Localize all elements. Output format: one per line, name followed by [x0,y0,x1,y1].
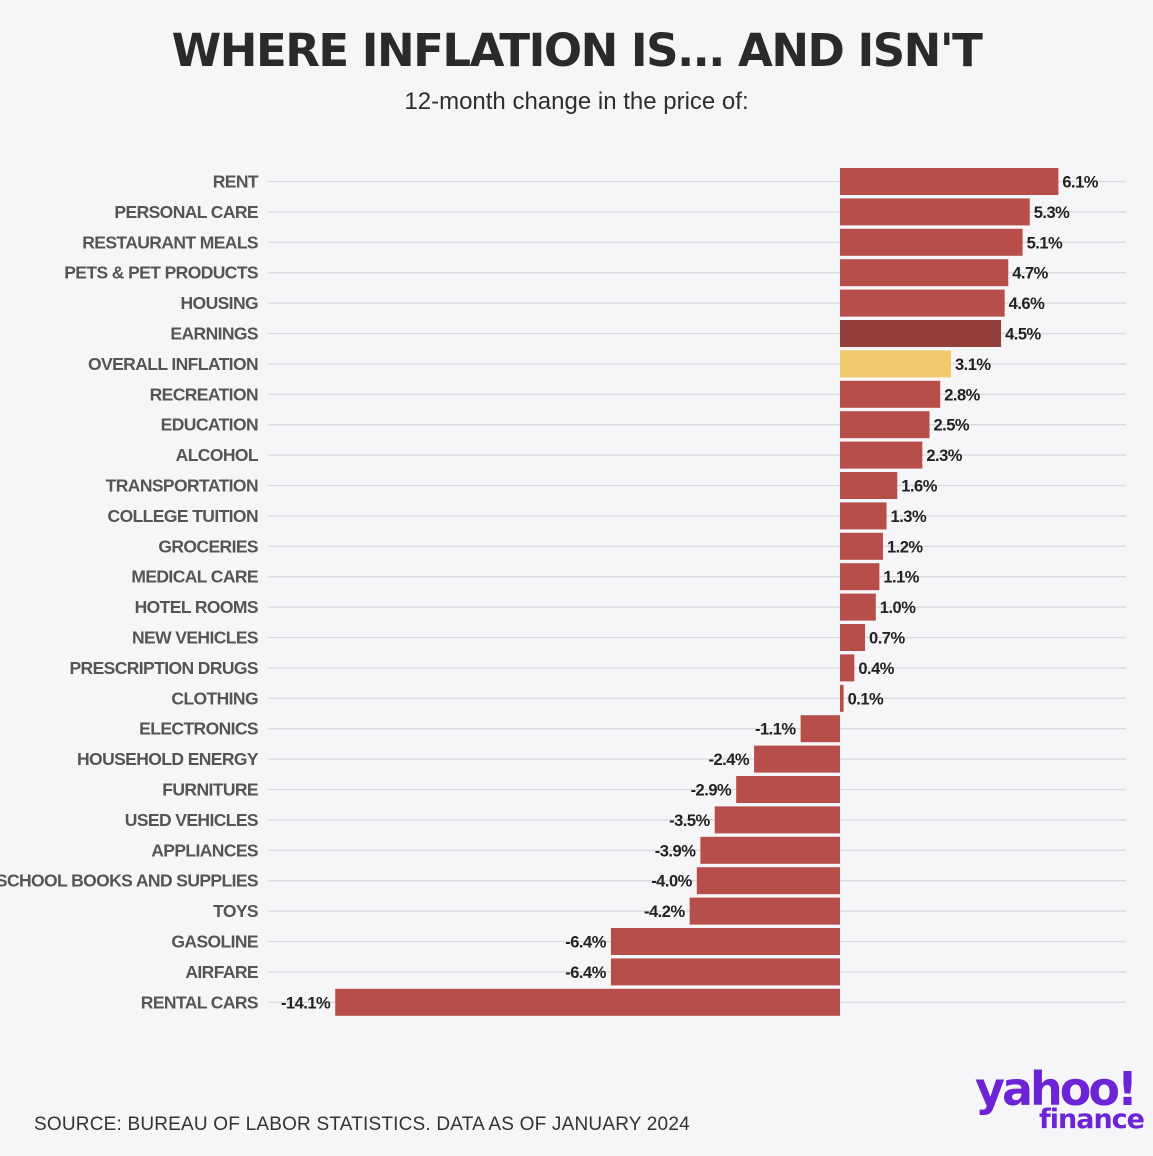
value-label-rent: 6.1% [1062,174,1098,192]
category-label-rental-cars: RENTAL CARS [141,992,258,1012]
bar-appliances [700,836,840,864]
category-label-rent: RENT [213,172,259,192]
value-label-appliances: -3.9% [655,842,696,860]
bar-rent [840,168,1059,195]
value-label-education: 2.5% [934,417,970,435]
category-label-hotel-rooms: HOTEL ROOMS [135,597,258,617]
category-label-household-energy: HOUSEHOLD ENERGY [77,749,259,769]
bar-used-vehicles [714,806,840,834]
category-label-college-tuition: COLLEGE TUITION [108,506,258,526]
category-label-earnings: EARNINGS [170,324,258,344]
category-label-new-vehicles: NEW VEHICLES [132,628,258,648]
bar-education [840,411,930,439]
bar-pets-and-pet-products [840,259,1009,287]
category-label-recreation: RECREATION [150,384,258,404]
bar-recreation [840,380,941,408]
value-label-rental-cars: -14.1% [281,994,331,1012]
value-label-new-vehicles: 0.7% [869,630,905,648]
category-label-restaurant-meals: RESTAURANT MEALS [82,232,258,252]
category-label-gasoline: GASOLINE [171,932,258,952]
source-note: SOURCE: BUREAU OF LABOR STATISTICS. DATA… [34,1114,690,1135]
category-label-school-books-and-supplies: SCHOOL BOOKS AND SUPPLIES [0,871,258,891]
value-label-medical-care: 1.1% [883,569,919,587]
category-label-education: EDUCATION [161,415,258,435]
yahoo-finance-logo: yahoo! finance [975,1066,1145,1146]
value-label-alcohol: 2.3% [926,447,962,465]
value-labels: 6.1% 5.3% 5.1% 4.7% 4.6% 4.5% 3.1% 2.8% 2.5% 2.3%… [281,174,1099,1013]
bar-gasoline [610,928,840,955]
chart-subtitle: 12-month change in the price of: [404,88,749,115]
value-label-groceries: 1.2% [887,538,923,556]
category-label-medical-care: MEDICAL CARE [131,567,258,587]
value-label-prescription-drugs: 0.4% [858,660,894,678]
bar-medical-care [840,563,880,591]
bar-alcohol [840,441,923,469]
value-label-toys: -4.2% [644,903,685,921]
value-label-hotel-rooms: 1.0% [880,599,916,617]
bar-school-books-and-supplies [696,867,840,895]
category-label-airfare: AIRFARE [185,962,258,982]
bar-personal-care [840,198,1030,226]
category-label-electronics: ELECTRONICS [139,719,258,739]
category-label-alcohol: ALCOHOL [176,445,259,465]
bar-hotel-rooms [840,593,876,621]
bar-rental-cars [335,988,840,1016]
category-label-used-vehicles: USED VEHICLES [125,810,258,830]
value-label-earnings: 4.5% [1005,326,1041,344]
bar-housing [840,289,1005,317]
bar-earnings [840,320,1002,347]
bar-prescription-drugs [840,654,855,682]
bar-chart: RENT PERSONAL CARE RESTAURANT MEALS PETS & … [0,168,1126,1016]
value-label-airfare: -6.4% [565,964,606,982]
value-label-used-vehicles: -3.5% [669,812,710,830]
logo-yahoo-text: yahoo! [975,1062,1138,1116]
bar-toys [689,897,840,925]
category-labels: RENT PERSONAL CARE RESTAURANT MEALS PETS & … [0,172,260,1013]
value-label-transportation: 1.6% [901,478,937,496]
bar-household-energy [754,745,840,773]
logo-finance-text: finance [1039,1104,1145,1135]
value-label-gasoline: -6.4% [565,934,606,952]
category-label-overall-inflation: OVERALL INFLATION [88,354,258,374]
category-label-clothing: CLOTHING [171,688,258,708]
value-label-housing: 4.6% [1009,295,1045,313]
value-label-restaurant-meals: 5.1% [1027,234,1063,252]
value-label-electronics: -1.1% [755,721,796,739]
value-label-college-tuition: 1.3% [891,508,927,526]
category-label-appliances: APPLIANCES [151,840,258,860]
bar-airfare [610,958,840,986]
bar-groceries [840,532,883,560]
category-label-prescription-drugs: PRESCRIPTION DRUGS [69,658,258,678]
category-label-furniture: FURNITURE [162,780,258,800]
value-label-pets-and-pet-products: 4.7% [1012,265,1048,283]
value-label-furniture: -2.9% [691,782,732,800]
category-label-housing: HOUSING [181,293,258,313]
value-label-overall-inflation: 3.1% [955,356,991,374]
chart-title: WHERE INFLATION IS... AND ISN'T [171,24,983,77]
category-label-toys: TOYS [213,901,258,921]
value-label-clothing: 0.1% [848,690,884,708]
bar-new-vehicles [840,624,866,651]
bar-transportation [840,472,898,499]
category-label-transportation: TRANSPORTATION [106,476,258,496]
bar-restaurant-meals [840,228,1023,256]
bar-overall-inflation [840,350,951,378]
bar-clothing [840,684,844,712]
value-label-personal-care: 5.3% [1034,204,1070,222]
bars [335,168,1059,1016]
bar-electronics [800,715,840,743]
category-label-pets-and-pet-products: PETS & PET PRODUCTS [64,263,258,283]
category-label-groceries: GROCERIES [158,536,258,556]
value-label-school-books-and-supplies: -4.0% [651,873,692,891]
value-label-recreation: 2.8% [944,386,980,404]
bar-furniture [736,776,840,803]
bar-college-tuition [840,502,887,530]
value-label-household-energy: -2.4% [708,751,749,769]
category-label-personal-care: PERSONAL CARE [114,202,258,222]
